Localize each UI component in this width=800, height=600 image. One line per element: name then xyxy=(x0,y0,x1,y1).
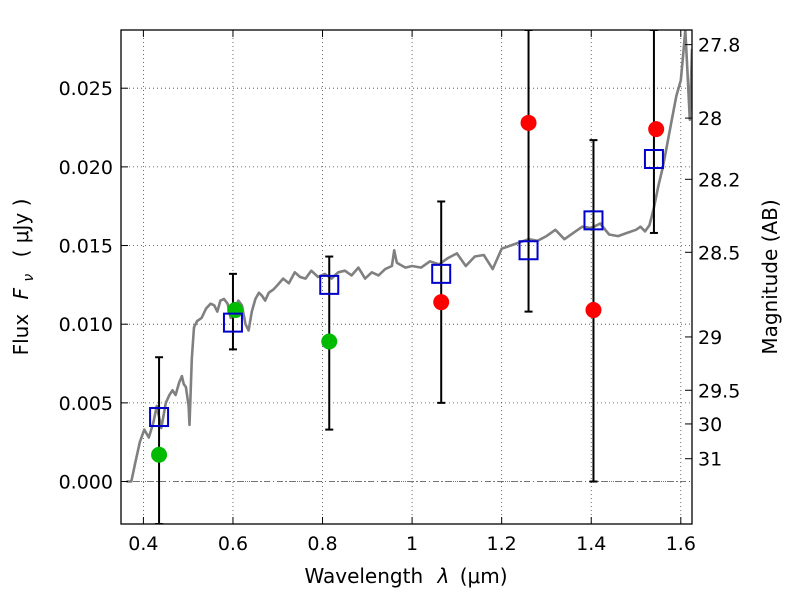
model-square-marker xyxy=(431,263,452,284)
y-tick-labels: 0.000 0.005 0.010 0.015 0.020 0.025 xyxy=(59,78,113,493)
magnitude-tick-label: 31 xyxy=(698,449,722,471)
model-square-marker xyxy=(222,312,243,333)
x-tick-label: 0.4 xyxy=(128,533,158,555)
magnitude-tick-labels: 27.8 28 28.2 28.5 29 29.5 30 31 xyxy=(698,35,740,471)
measurement-point xyxy=(520,114,537,131)
x-tick-label: 0.6 xyxy=(218,533,248,555)
measurement-point xyxy=(321,333,338,350)
y-axis-label-text: Flux xyxy=(9,314,33,356)
magnitude-tick-label: 28 xyxy=(698,108,722,130)
y-tick-label: 0.025 xyxy=(59,78,113,100)
model-square-marker xyxy=(583,210,604,231)
x-axis-label: Wavelength λ (μm) xyxy=(304,564,507,588)
magnitude-tick-label: 29.5 xyxy=(698,380,740,402)
axis-ticks xyxy=(121,30,692,524)
magnitude-tick-label: 30 xyxy=(698,414,722,436)
measurement-point xyxy=(648,121,665,138)
model-square-marker xyxy=(518,240,539,261)
x-axis-label-symbol: λ xyxy=(437,564,450,588)
x-tick-label: 1.2 xyxy=(487,533,517,555)
measurement-point xyxy=(433,294,450,311)
model-square-marker xyxy=(643,149,664,170)
y-axis-label-subscript: ν xyxy=(21,274,37,282)
y-tick-label: 0.020 xyxy=(59,157,113,179)
measurement-point xyxy=(227,302,244,319)
model-square-marker xyxy=(319,274,340,295)
x-tick-label: 1 xyxy=(406,533,418,555)
spectrum-line xyxy=(126,30,692,483)
plot-frame xyxy=(120,29,693,525)
x-axis-label-unit: (μm) xyxy=(460,564,508,588)
y-tick-label: 0.000 xyxy=(59,472,113,494)
x-tick-labels: 0.4 0.6 0.8 1 1.2 1.4 1.6 xyxy=(128,533,696,555)
magnitude-tick-label: 28.5 xyxy=(698,242,740,264)
y-tick-label: 0.005 xyxy=(59,393,113,415)
y-axis-label: Flux F ν ( μJy ) xyxy=(9,199,38,356)
magnitude-axis-label: Magnitude (AB) xyxy=(758,199,782,354)
magnitude-tick-label: 29 xyxy=(698,327,722,349)
measurement-point xyxy=(585,302,602,319)
x-tick-label: 0.8 xyxy=(307,533,337,555)
measurement-point xyxy=(151,446,168,463)
y-axis-label-symbol: F xyxy=(9,287,33,299)
spectrum-series xyxy=(126,30,692,483)
model-square-marker xyxy=(149,407,170,428)
y-axis-label-unit: ( μJy ) xyxy=(9,199,33,258)
magnitude-tick-label: 28.2 xyxy=(698,169,740,191)
x-tick-label: 1.6 xyxy=(666,533,696,555)
y-tick-label: 0.010 xyxy=(59,314,113,336)
magnitude-tick-label: 27.8 xyxy=(698,35,740,57)
x-tick-label: 1.4 xyxy=(576,533,606,555)
data-markers xyxy=(149,114,665,463)
y-tick-label: 0.015 xyxy=(59,236,113,258)
x-axis-label-text: Wavelength xyxy=(304,564,423,588)
